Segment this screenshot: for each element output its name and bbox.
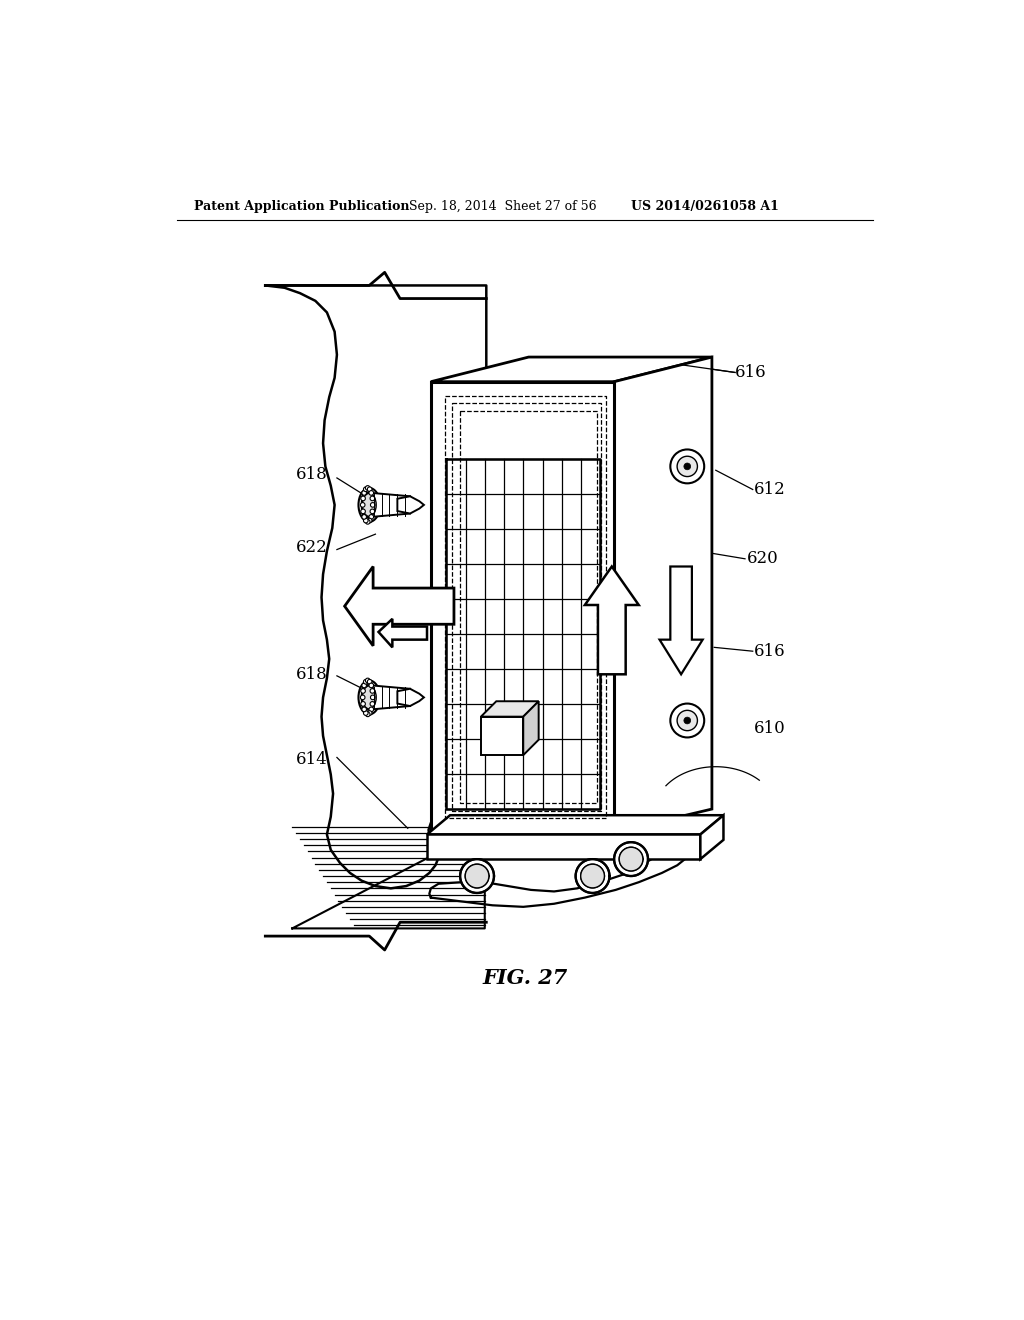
Circle shape [364,680,368,684]
Circle shape [368,487,372,491]
Circle shape [360,701,366,706]
Polygon shape [614,358,712,832]
Circle shape [364,519,368,523]
Polygon shape [368,685,410,710]
Ellipse shape [358,681,380,714]
Circle shape [370,496,375,500]
Ellipse shape [361,488,374,521]
Polygon shape [481,701,539,717]
Circle shape [581,865,604,888]
Text: 610: 610 [755,719,786,737]
Polygon shape [659,566,702,675]
Polygon shape [345,566,454,645]
Circle shape [368,680,372,684]
Polygon shape [431,358,712,381]
Circle shape [614,842,648,876]
Circle shape [671,449,705,483]
Circle shape [361,708,367,711]
Circle shape [684,463,690,470]
Polygon shape [481,717,523,755]
Polygon shape [700,816,724,859]
Circle shape [368,519,372,523]
Circle shape [366,711,370,717]
Circle shape [360,496,366,500]
Text: 618: 618 [296,466,328,483]
Circle shape [371,503,375,507]
Polygon shape [585,566,639,675]
Circle shape [575,859,609,892]
Ellipse shape [362,686,376,709]
Text: 616: 616 [755,643,785,660]
Ellipse shape [358,488,380,521]
Circle shape [366,678,370,682]
Circle shape [361,684,367,688]
Circle shape [364,710,368,715]
Polygon shape [379,619,427,647]
Circle shape [366,486,370,490]
Circle shape [361,491,367,495]
Text: Patent Application Publication: Patent Application Publication [194,199,410,213]
Circle shape [465,865,488,888]
Circle shape [370,510,375,513]
Polygon shape [397,689,424,706]
Circle shape [360,689,366,693]
Ellipse shape [361,681,374,714]
Circle shape [360,503,365,507]
Polygon shape [427,816,724,834]
Ellipse shape [362,494,376,516]
Text: 618: 618 [296,665,328,682]
Text: 612: 612 [755,480,786,498]
Circle shape [370,689,375,693]
Circle shape [620,847,643,871]
Circle shape [368,710,372,715]
Text: US 2014/0261058 A1: US 2014/0261058 A1 [631,199,779,213]
Text: Sep. 18, 2014  Sheet 27 of 56: Sep. 18, 2014 Sheet 27 of 56 [410,199,597,213]
Circle shape [360,696,365,700]
Circle shape [369,491,374,495]
Circle shape [366,520,370,524]
Text: 616: 616 [735,364,767,381]
Circle shape [364,487,368,491]
Circle shape [369,515,374,519]
Circle shape [360,510,366,513]
Polygon shape [431,381,614,832]
Polygon shape [429,847,685,907]
Polygon shape [427,834,700,859]
Polygon shape [265,285,486,888]
Circle shape [677,710,697,731]
Circle shape [369,708,374,711]
Polygon shape [523,701,539,755]
Circle shape [361,515,367,519]
Text: 614: 614 [296,751,328,767]
Circle shape [671,704,705,738]
Circle shape [371,696,375,700]
Polygon shape [397,496,424,513]
Polygon shape [368,492,410,517]
Text: 622: 622 [296,539,328,556]
Circle shape [677,457,697,477]
Circle shape [684,717,690,723]
Text: FIG. 27: FIG. 27 [482,969,567,989]
Circle shape [370,701,375,706]
Circle shape [460,859,494,892]
Circle shape [369,684,374,688]
Text: 620: 620 [746,550,778,568]
